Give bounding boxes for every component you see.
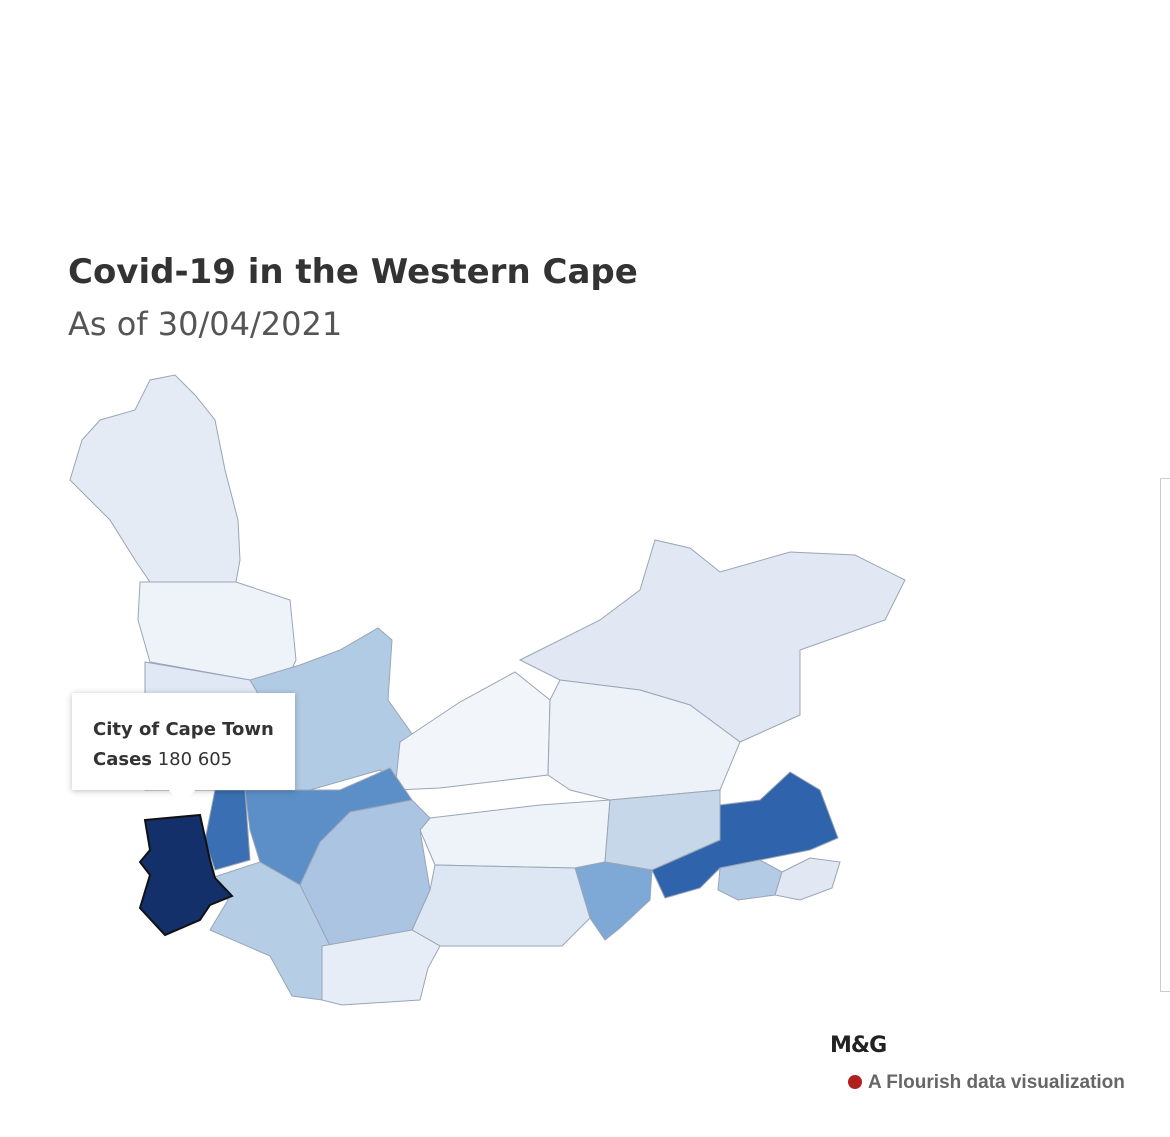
tooltip-region: City of Cape Town <box>93 719 274 740</box>
regions[interactable] <box>69 374 906 1006</box>
credit-link[interactable]: A Flourish data visualization <box>848 1072 1125 1094</box>
region[interactable] <box>321 929 441 1006</box>
region[interactable] <box>574 861 653 941</box>
region-selected[interactable] <box>138 813 234 937</box>
side-panel <box>1160 478 1170 992</box>
tooltip-value: 180 605 <box>157 749 233 770</box>
region[interactable] <box>69 374 241 583</box>
tooltip-label: Cases <box>93 749 152 770</box>
region[interactable] <box>411 864 591 947</box>
region[interactable] <box>717 859 783 901</box>
region[interactable] <box>419 799 611 869</box>
region[interactable] <box>774 857 841 901</box>
region[interactable] <box>547 679 741 801</box>
tooltip: City of Cape Town Cases 180 605 <box>72 693 295 790</box>
region[interactable] <box>651 771 839 899</box>
logo[interactable]: M&G <box>830 1033 887 1058</box>
region[interactable] <box>394 671 551 791</box>
title: Covid-19 in the Western Cape <box>68 252 638 292</box>
tooltip-arrow <box>168 789 196 805</box>
subtitle: As of 30/04/2021 <box>68 305 343 343</box>
region[interactable] <box>204 789 251 871</box>
